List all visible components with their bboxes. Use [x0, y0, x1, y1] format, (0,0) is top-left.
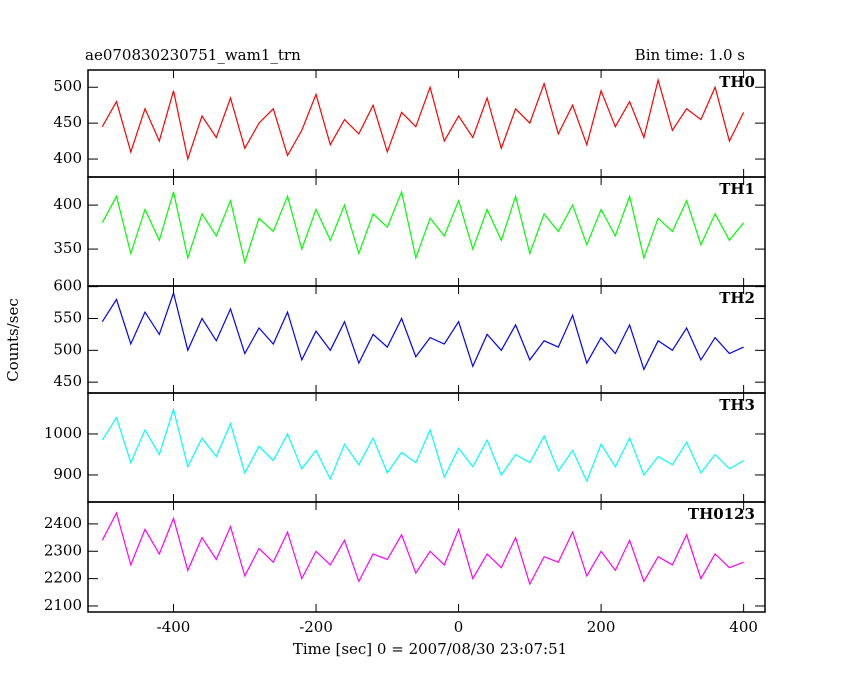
data-line	[101, 189, 745, 265]
panel-frame	[87, 285, 766, 394]
x-tick-label: 0	[454, 618, 464, 636]
x-tick-label: -200	[299, 618, 333, 636]
x-tick-label: 400	[729, 618, 758, 636]
y-tick-label: 350	[53, 239, 82, 257]
data-line	[101, 511, 744, 586]
data-line	[101, 407, 744, 483]
legend-label: TH1	[719, 180, 755, 198]
y-tick-label: 400	[53, 195, 82, 213]
legend-label: TH0123	[688, 505, 755, 523]
legend-label: TH2	[719, 289, 755, 307]
y-tick-label: 450	[53, 372, 82, 390]
data-line	[101, 290, 744, 371]
y-tick-label: 400	[53, 149, 82, 167]
x-tick-label: 200	[587, 618, 616, 636]
panel-frame	[87, 69, 766, 178]
y-tick-label: 2400	[44, 514, 82, 532]
y-tick-label: 600	[53, 277, 82, 295]
y-tick-label: 2200	[44, 569, 82, 587]
y-tick-label: 1000	[44, 424, 82, 442]
chart-title: ae070830230751_wam1_trn	[85, 46, 301, 64]
panel-frame	[87, 501, 766, 613]
y-tick-label: 450	[53, 113, 82, 131]
y-tick-label: 900	[53, 465, 82, 483]
panel-frame	[87, 392, 766, 503]
legend-label: TH3	[719, 396, 755, 414]
panel-frame	[87, 176, 766, 287]
y-tick-label: 550	[53, 308, 82, 326]
chart-subtitle: Bin time: 1.0 s	[635, 46, 745, 64]
x-axis-label: Time [sec] 0 = 2007/08/30 23:07:51	[293, 640, 567, 658]
y-tick-label: 2100	[44, 596, 82, 614]
legend-label: TH0	[719, 73, 755, 91]
x-tick-label: -400	[157, 618, 191, 636]
data-line	[101, 77, 745, 162]
y-tick-label: 500	[53, 340, 82, 358]
y-axis-label: Counts/sec	[4, 298, 22, 382]
y-tick-label: 500	[53, 77, 82, 95]
y-tick-label: 2300	[44, 541, 82, 559]
